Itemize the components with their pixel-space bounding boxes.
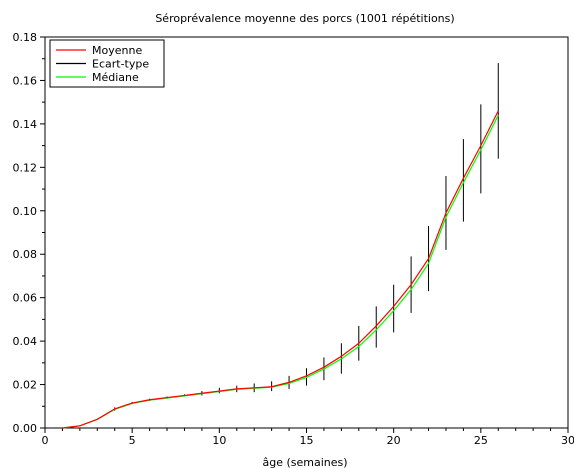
legend-label: Ecart-type <box>92 58 149 71</box>
x-tick-label: 5 <box>129 434 136 447</box>
y-tick-label: 0.00 <box>13 422 38 435</box>
series-line-médiane <box>62 114 499 429</box>
x-tick-label: 0 <box>42 434 49 447</box>
y-tick-label: 0.06 <box>13 292 38 305</box>
legend-label: Moyenne <box>92 44 142 57</box>
chart-title: Séroprévalence moyenne des porcs (1001 r… <box>155 12 454 25</box>
y-tick-label: 0.04 <box>13 335 38 348</box>
y-tick-label: 0.14 <box>13 118 38 131</box>
y-tick-label: 0.12 <box>13 161 38 174</box>
series-line-moyenne <box>62 110 499 429</box>
y-tick-label: 0.08 <box>13 248 38 261</box>
x-tick-label: 15 <box>300 434 314 447</box>
x-tick-label: 10 <box>212 434 226 447</box>
y-tick-label: 0.02 <box>13 379 38 392</box>
series-lines <box>62 110 499 429</box>
y-tick-label: 0.10 <box>13 205 38 218</box>
legend-label: Médiane <box>92 71 139 84</box>
y-tick-label: 0.18 <box>13 31 38 44</box>
x-tick-label: 25 <box>474 434 488 447</box>
x-tick-label: 30 <box>561 434 574 447</box>
y-tick-label: 0.16 <box>13 74 38 87</box>
x-tick-label: 20 <box>387 434 401 447</box>
axes: 0 5 10 15 20 25 30 0.00 0.02 0.04 0.06 0.08 0.10 0.12… <box>13 31 574 447</box>
x-axis-label: âge (semaines) <box>262 456 347 468</box>
